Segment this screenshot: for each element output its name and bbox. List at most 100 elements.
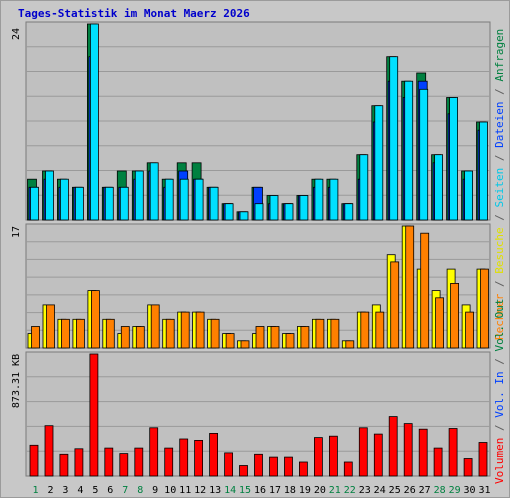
bar-volumen — [313, 437, 323, 477]
bar-seiten — [449, 97, 459, 221]
bar-volumen — [224, 452, 234, 477]
x-tick-label: 22 — [344, 485, 356, 496]
bar-volumen — [284, 456, 293, 477]
bar-seiten — [329, 178, 339, 221]
bar-rechner — [270, 326, 280, 349]
bar-seiten — [209, 186, 219, 221]
bar-rechner — [255, 326, 265, 349]
bar-rechner — [210, 318, 220, 349]
x-tick-label: 7 — [122, 485, 128, 496]
requests-panel — [25, 21, 491, 221]
bar-seiten — [75, 186, 84, 221]
x-tick-label: 11 — [179, 485, 191, 496]
bar-seiten — [419, 88, 429, 221]
bar-rechner — [91, 290, 100, 349]
bar-seiten — [404, 80, 414, 221]
x-tick-label: 8 — [137, 485, 143, 496]
bar-seiten — [164, 178, 174, 221]
bar-rechner — [135, 326, 145, 349]
bar-seiten — [314, 178, 324, 221]
bar-seiten — [284, 203, 294, 221]
bar-volumen — [104, 447, 114, 477]
bar-volumen — [164, 447, 174, 477]
bar-volumen — [358, 427, 368, 477]
x-tick-label: 30 — [463, 485, 475, 496]
bar-seiten — [149, 162, 159, 221]
legend-anfragen: Anfragen — [493, 29, 506, 82]
bar-rechner — [105, 318, 115, 349]
bar-volumen — [29, 444, 39, 477]
legend-seiten: Seiten — [493, 168, 506, 208]
chart-title: Tages-Statistik im Monat Maerz 2026 — [18, 7, 250, 20]
x-tick-label: 13 — [209, 485, 221, 496]
x-tick-label: 19 — [299, 485, 311, 496]
bar-volumen — [119, 453, 129, 477]
bar-volumen — [328, 435, 338, 477]
bar-rechner — [165, 318, 175, 349]
bar-volumen — [448, 428, 458, 477]
x-tick-label: 6 — [107, 485, 113, 496]
bar-rechner — [120, 326, 130, 349]
bar-rechner — [390, 261, 400, 349]
bar-seiten — [299, 195, 309, 221]
legend-top: Rechner / Besuche / Seiten / Dateien / A… — [493, 29, 506, 340]
bar-rechner — [31, 326, 40, 349]
bar-rechner — [375, 311, 385, 349]
x-tick-label: 26 — [404, 485, 416, 496]
bar-volumen — [388, 416, 398, 477]
x-tick-label: 18 — [284, 485, 296, 496]
bar-volumen — [478, 442, 488, 477]
bar-seiten — [104, 186, 114, 221]
bar-rechner — [240, 340, 250, 349]
bar-seiten — [224, 203, 234, 221]
legend-rechner: Rechner — [493, 293, 506, 340]
bar-rechner — [345, 340, 355, 349]
legend-besuche: Besuche — [493, 227, 506, 273]
bar-seiten — [269, 195, 279, 221]
bar-seiten — [374, 105, 384, 221]
bar-volumen — [74, 448, 84, 477]
bar-rechner — [465, 311, 475, 349]
bar-seiten — [194, 178, 204, 221]
bar-volumen — [343, 461, 353, 477]
x-tick-label: 17 — [269, 485, 281, 496]
bar-seiten — [134, 170, 144, 221]
bar-volumen — [403, 423, 413, 477]
bar-seiten — [389, 56, 399, 221]
bar-rechner — [150, 304, 160, 349]
bar-seiten — [344, 203, 354, 221]
legend-sep-1: / — [493, 280, 506, 287]
bar-volumen — [59, 453, 69, 477]
bar-rechner — [420, 232, 430, 349]
x-tick-label: 5 — [92, 485, 98, 496]
bar-rechner — [61, 318, 70, 349]
bar-volumen — [44, 425, 54, 477]
bar-rechner — [225, 333, 235, 349]
legend-volumen: Volumen — [493, 438, 506, 484]
bar-seiten — [119, 186, 129, 221]
legend-vol-in: Vol. In — [493, 371, 506, 417]
x-tick-label: 2 — [47, 485, 53, 496]
x-tick-label: 21 — [329, 485, 341, 496]
bar-volumen — [433, 447, 443, 477]
legend-sep-3: / — [493, 155, 506, 162]
legend-sep-4: / — [493, 88, 506, 95]
bar-rechner — [180, 311, 190, 349]
visits-panel — [25, 223, 491, 349]
x-tick-label: 20 — [314, 485, 326, 496]
x-tick-label: 29 — [449, 485, 461, 496]
bar-volumen — [134, 447, 144, 477]
x-tick-label: 28 — [434, 485, 446, 496]
bar-volumen — [463, 458, 473, 477]
y-max-label-requests: 24 — [11, 28, 22, 40]
legend-sep-6: / — [493, 358, 506, 365]
legend-vol-out: Vol. Out — [493, 299, 506, 352]
bar-volumen — [418, 428, 428, 477]
y-max-label-visits: 17 — [11, 226, 22, 238]
bar-seiten — [90, 23, 99, 221]
bar-volumen — [209, 432, 219, 477]
bar-seiten — [45, 170, 54, 221]
x-tick-label: 23 — [359, 485, 371, 496]
